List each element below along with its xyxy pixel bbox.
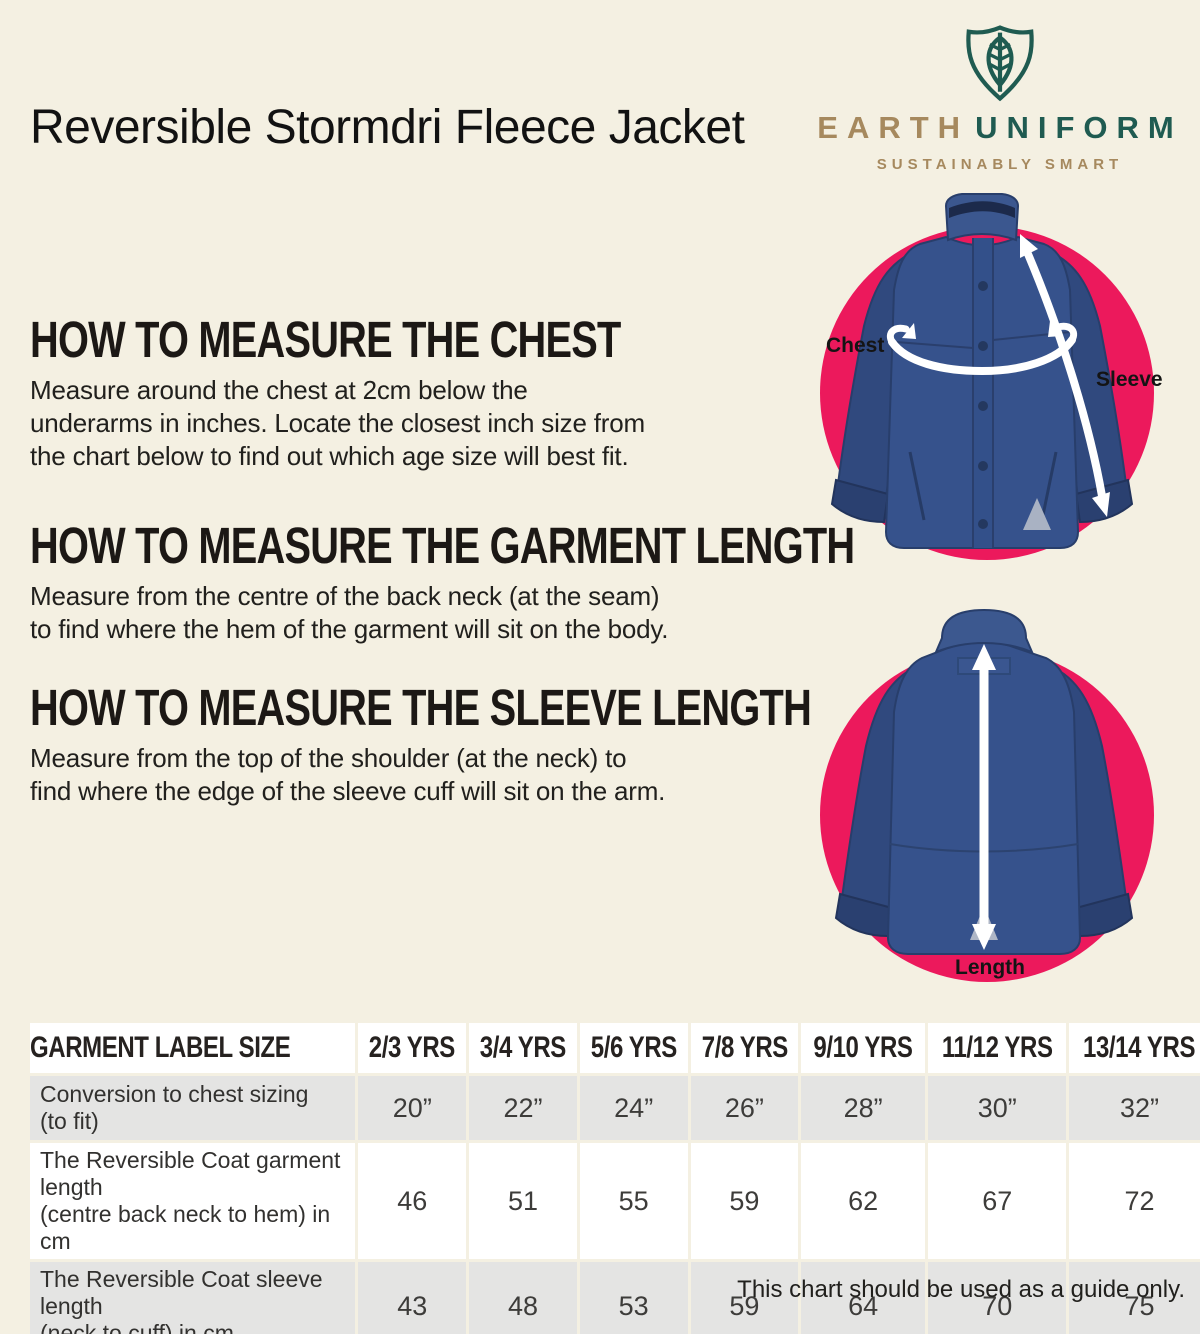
cell-value: 53 — [579, 1262, 688, 1334]
section-heading: HOW TO MEASURE THE SLEEVE LENGTH — [30, 679, 812, 736]
header-13-14-yrs: 13/14 YRS — [1069, 1023, 1200, 1073]
header-garment-label-size: GARMENT LABEL SIZE — [30, 1023, 356, 1073]
length-measure-arrow — [972, 644, 996, 950]
section-heading: HOW TO MEASURE THE CHEST — [30, 311, 621, 368]
section-measure-garment-length: HOW TO MEASURE THE GARMENT LENGTH Measur… — [30, 517, 855, 646]
jacket-front-figure: Chest Sleeve — [790, 190, 1200, 590]
section-body: Measure from the centre of the back neck… — [30, 581, 669, 644]
cell-value: 46 — [358, 1143, 467, 1259]
section-body: Measure around the chest at 2cm below th… — [30, 375, 645, 471]
brand-block: EARTH UNIFORM SUSTAINABLY SMART — [817, 20, 1183, 173]
cell-value: 26” — [690, 1076, 799, 1140]
table-row-sleeve-length: The Reversible Coat sleeve length (neck … — [30, 1262, 1200, 1334]
jacket-front-image — [820, 193, 1154, 560]
chest-label: Chest — [826, 334, 885, 357]
cell-value: 51 — [469, 1143, 577, 1259]
cell-value: 43 — [358, 1262, 467, 1334]
cell-value: 62 — [801, 1143, 926, 1259]
cell-value: 75 — [1069, 1262, 1200, 1334]
jacket-back-figure: Length — [790, 600, 1200, 1000]
brand-name-uniform: UNIFORM — [975, 110, 1183, 145]
header-2-3-yrs: 2/3 YRS — [358, 1023, 467, 1073]
table-header-row: GARMENT LABEL SIZE 2/3 YRS 3/4 YRS 5/6 Y… — [30, 1023, 1200, 1073]
section-measure-chest: HOW TO MEASURE THE CHEST Measure around … — [30, 311, 790, 473]
row-label: The Reversible Coat garment length (cent… — [30, 1143, 356, 1259]
length-label: Length — [955, 956, 1025, 979]
cell-value: 30” — [928, 1076, 1067, 1140]
cell-value: 20” — [358, 1076, 467, 1140]
table-row-chest-sizing: Conversion to chest sizing (to fit) 20” … — [30, 1076, 1200, 1140]
size-chart-table: GARMENT LABEL SIZE 2/3 YRS 3/4 YRS 5/6 Y… — [27, 1020, 1200, 1334]
row-label: Conversion to chest sizing (to fit) — [30, 1076, 356, 1140]
cell-value: 28” — [801, 1076, 926, 1140]
row-label: The Reversible Coat sleeve length (neck … — [30, 1262, 356, 1334]
cell-value: 48 — [469, 1262, 577, 1334]
header-7-8-yrs: 7/8 YRS — [690, 1023, 799, 1073]
brand-tagline: SUSTAINABLY SMART — [876, 156, 1124, 173]
cell-value: 59 — [690, 1143, 799, 1259]
brand-name-earth: EARTH — [817, 110, 970, 145]
cell-value: 70 — [928, 1262, 1067, 1334]
cell-value: 59 — [690, 1262, 799, 1334]
cell-value: 55 — [579, 1143, 688, 1259]
guide-disclaimer: This chart should be used as a guide onl… — [737, 1276, 1185, 1303]
table-row-garment-length: The Reversible Coat garment length (cent… — [30, 1143, 1200, 1259]
section-heading: HOW TO MEASURE THE GARMENT LENGTH — [30, 517, 855, 574]
jacket-front-body — [830, 193, 1134, 549]
header-9-10-yrs: 9/10 YRS — [801, 1023, 926, 1073]
header-3-4-yrs: 3/4 YRS — [469, 1023, 577, 1073]
header-11-12-yrs: 11/12 YRS — [928, 1023, 1067, 1073]
leaf-shield-icon — [966, 25, 1034, 102]
cell-value: 32” — [1069, 1076, 1200, 1140]
sleeve-label: Sleeve — [1096, 368, 1163, 391]
brand-name: EARTH UNIFORM — [817, 110, 1183, 146]
header-5-6-yrs: 5/6 YRS — [579, 1023, 688, 1073]
sleeve-measure-arrow — [1020, 234, 1110, 517]
section-body: Measure from the top of the shoulder (at… — [30, 743, 666, 806]
page-title: Reversible Stormdri Fleece Jacket — [30, 101, 745, 154]
cell-value: 22” — [469, 1076, 577, 1140]
cell-value: 67 — [928, 1143, 1067, 1259]
cell-value: 72 — [1069, 1143, 1200, 1259]
reflective-triangle-patch — [1023, 498, 1051, 530]
cell-value: 64 — [801, 1262, 926, 1334]
cell-value: 24” — [579, 1076, 688, 1140]
jacket-back-image — [820, 608, 1154, 982]
section-measure-sleeve-length: HOW TO MEASURE THE SLEEVE LENGTH Measure… — [30, 679, 812, 808]
